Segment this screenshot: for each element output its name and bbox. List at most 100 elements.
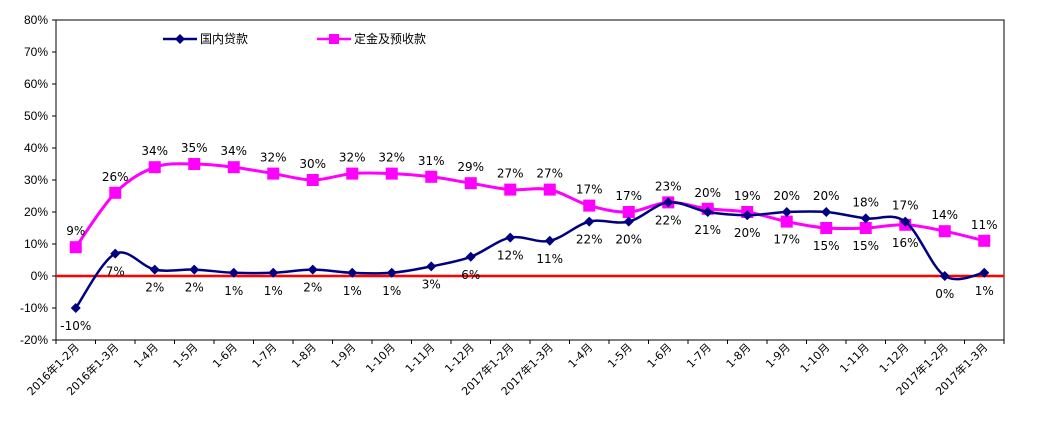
data-point-domestic-loans [70,303,81,313]
data-point-deposits-prepayments [583,199,596,212]
x-tick-label: 1-8月 [289,341,319,371]
data-label-deposits-prepayments: 11% [971,218,998,232]
x-tick-label: 1-11月 [403,341,438,376]
data-point-domestic-loans [702,207,713,217]
x-tick-label: 1-5月 [171,341,201,371]
data-point-deposits-prepayments [938,225,951,238]
data-point-deposits-prepayments [543,183,556,196]
legend: 国内贷款 定金及预收款 [163,31,426,46]
data-point-domestic-loans [979,267,990,278]
series-lines [69,158,991,313]
data-point-deposits-prepayments [780,215,793,228]
data-label-domestic-loans: 3% [422,277,441,291]
data-point-deposits-prepayments [978,234,991,247]
data-point-deposits-prepayments [109,186,122,199]
data-label-domestic-loans: 2% [145,281,164,295]
data-label-domestic-loans: 1% [264,284,283,298]
x-tick-label: 1-9月 [763,341,793,371]
data-point-domestic-loans [110,248,121,259]
x-tick-label: 1-7月 [684,341,714,371]
data-point-domestic-loans [307,264,318,275]
data-label-deposits-prepayments: 26% [102,170,129,184]
data-point-domestic-loans [268,267,279,278]
y-tick-label: 70% [24,45,48,59]
x-tick-label: 1-4月 [131,341,161,371]
x-tick-label: 1-9月 [329,341,359,371]
x-tick-label: 1-4月 [566,341,596,371]
data-point-domestic-loans [347,267,358,278]
x-tick-label: 1-12月 [877,341,912,376]
y-tick-label: 0% [31,269,49,283]
data-label-domestic-loans: 22% [576,233,603,247]
data-point-domestic-loans [742,210,753,221]
data-point-deposits-prepayments [464,177,477,190]
data-label-domestic-loans: 1% [975,284,994,298]
y-tick-label: 10% [24,237,48,251]
data-label-deposits-prepayments: 29% [457,160,484,174]
data-label-deposits-prepayments: 31% [418,154,445,168]
data-label-domestic-loans: 11% [536,252,563,266]
data-label-deposits-prepayments: 27% [497,167,524,181]
legend-item-domestic-loans: 国内贷款 [163,32,248,46]
data-point-deposits-prepayments [346,167,359,180]
data-label-domestic-loans: 23% [655,179,682,193]
data-point-domestic-loans [821,207,832,217]
data-point-deposits-prepayments [425,170,438,183]
data-point-domestic-loans [189,264,200,275]
data-label-domestic-loans: 6% [461,268,480,282]
data-label-deposits-prepayments: 15% [852,239,879,253]
data-point-deposits-prepayments [820,222,833,234]
data-label-domestic-loans: 2% [185,281,204,295]
data-label-domestic-loans: 17% [892,199,919,213]
data-label-domestic-loans: 1% [382,284,401,298]
data-label-domestic-loans: 7% [106,265,125,279]
data-label-domestic-loans: 20% [734,226,761,240]
data-point-domestic-loans [939,271,950,281]
data-point-domestic-loans [426,261,437,272]
data-point-domestic-loans [900,216,911,227]
data-label-deposits-prepayments: 34% [141,144,168,158]
data-label-domestic-loans: 12% [497,249,524,263]
data-label-domestic-loans: 1% [224,284,243,298]
x-tick-label: 1-6月 [210,341,240,371]
series-line-domestic-loans [74,201,985,309]
data-point-deposits-prepayments [306,174,319,186]
legend-marker-domestic-loans [175,34,185,44]
data-point-domestic-loans [465,251,476,262]
data-label-domestic-loans: 1% [343,284,362,298]
x-tick-label: 1-10月 [798,341,833,376]
data-label-deposits-prepayments: 22% [655,213,682,227]
y-tick-label: 40% [24,141,48,155]
legend-marker-deposits-prepayments [329,34,339,44]
data-point-domestic-loans [386,267,397,278]
data-label-domestic-loans: 20% [615,233,642,247]
data-label-domestic-loans: 21% [694,223,721,237]
data-label-deposits-prepayments: 35% [181,141,208,155]
x-tick-label: 1-10月 [363,341,398,376]
y-tick-label: 20% [24,205,48,219]
data-point-domestic-loans [228,267,239,278]
y-axis: -20% -10% 0% 10% 20% 30% 40% 50% 60% 70% 80% [20,13,56,347]
data-label-deposits-prepayments: 15% [813,239,840,253]
data-label-deposits-prepayments: 14% [931,208,958,222]
data-point-domestic-loans [505,232,516,243]
data-labels: -10% 7% 2% 2% 1% 1% 2% 1% 1% 3% 6% 12% 11% 22% 20% 23% 2… [60,141,997,333]
y-tick-label: 80% [24,13,48,27]
data-label-deposits-prepayments: 32% [260,151,287,165]
data-label-domestic-loans: 20% [773,189,800,203]
data-point-domestic-loans [781,207,792,217]
data-point-deposits-prepayments [267,167,280,180]
x-tick-label: 1-5月 [605,341,635,371]
data-point-domestic-loans [544,235,555,246]
x-tick-label: 1-11月 [837,341,872,376]
data-label-domestic-loans: 0% [935,287,954,301]
data-point-domestic-loans [149,264,160,275]
data-point-deposits-prepayments [504,183,517,196]
data-label-domestic-loans: 18% [852,195,879,209]
data-label-deposits-prepayments: 17% [576,183,603,197]
data-point-deposits-prepayments [859,222,872,234]
legend-item-deposits-prepayments: 定金及预收款 [317,31,426,46]
data-point-deposits-prepayments [227,161,240,174]
y-tick-label: 60% [24,77,48,91]
data-label-deposits-prepayments: 32% [339,151,366,165]
